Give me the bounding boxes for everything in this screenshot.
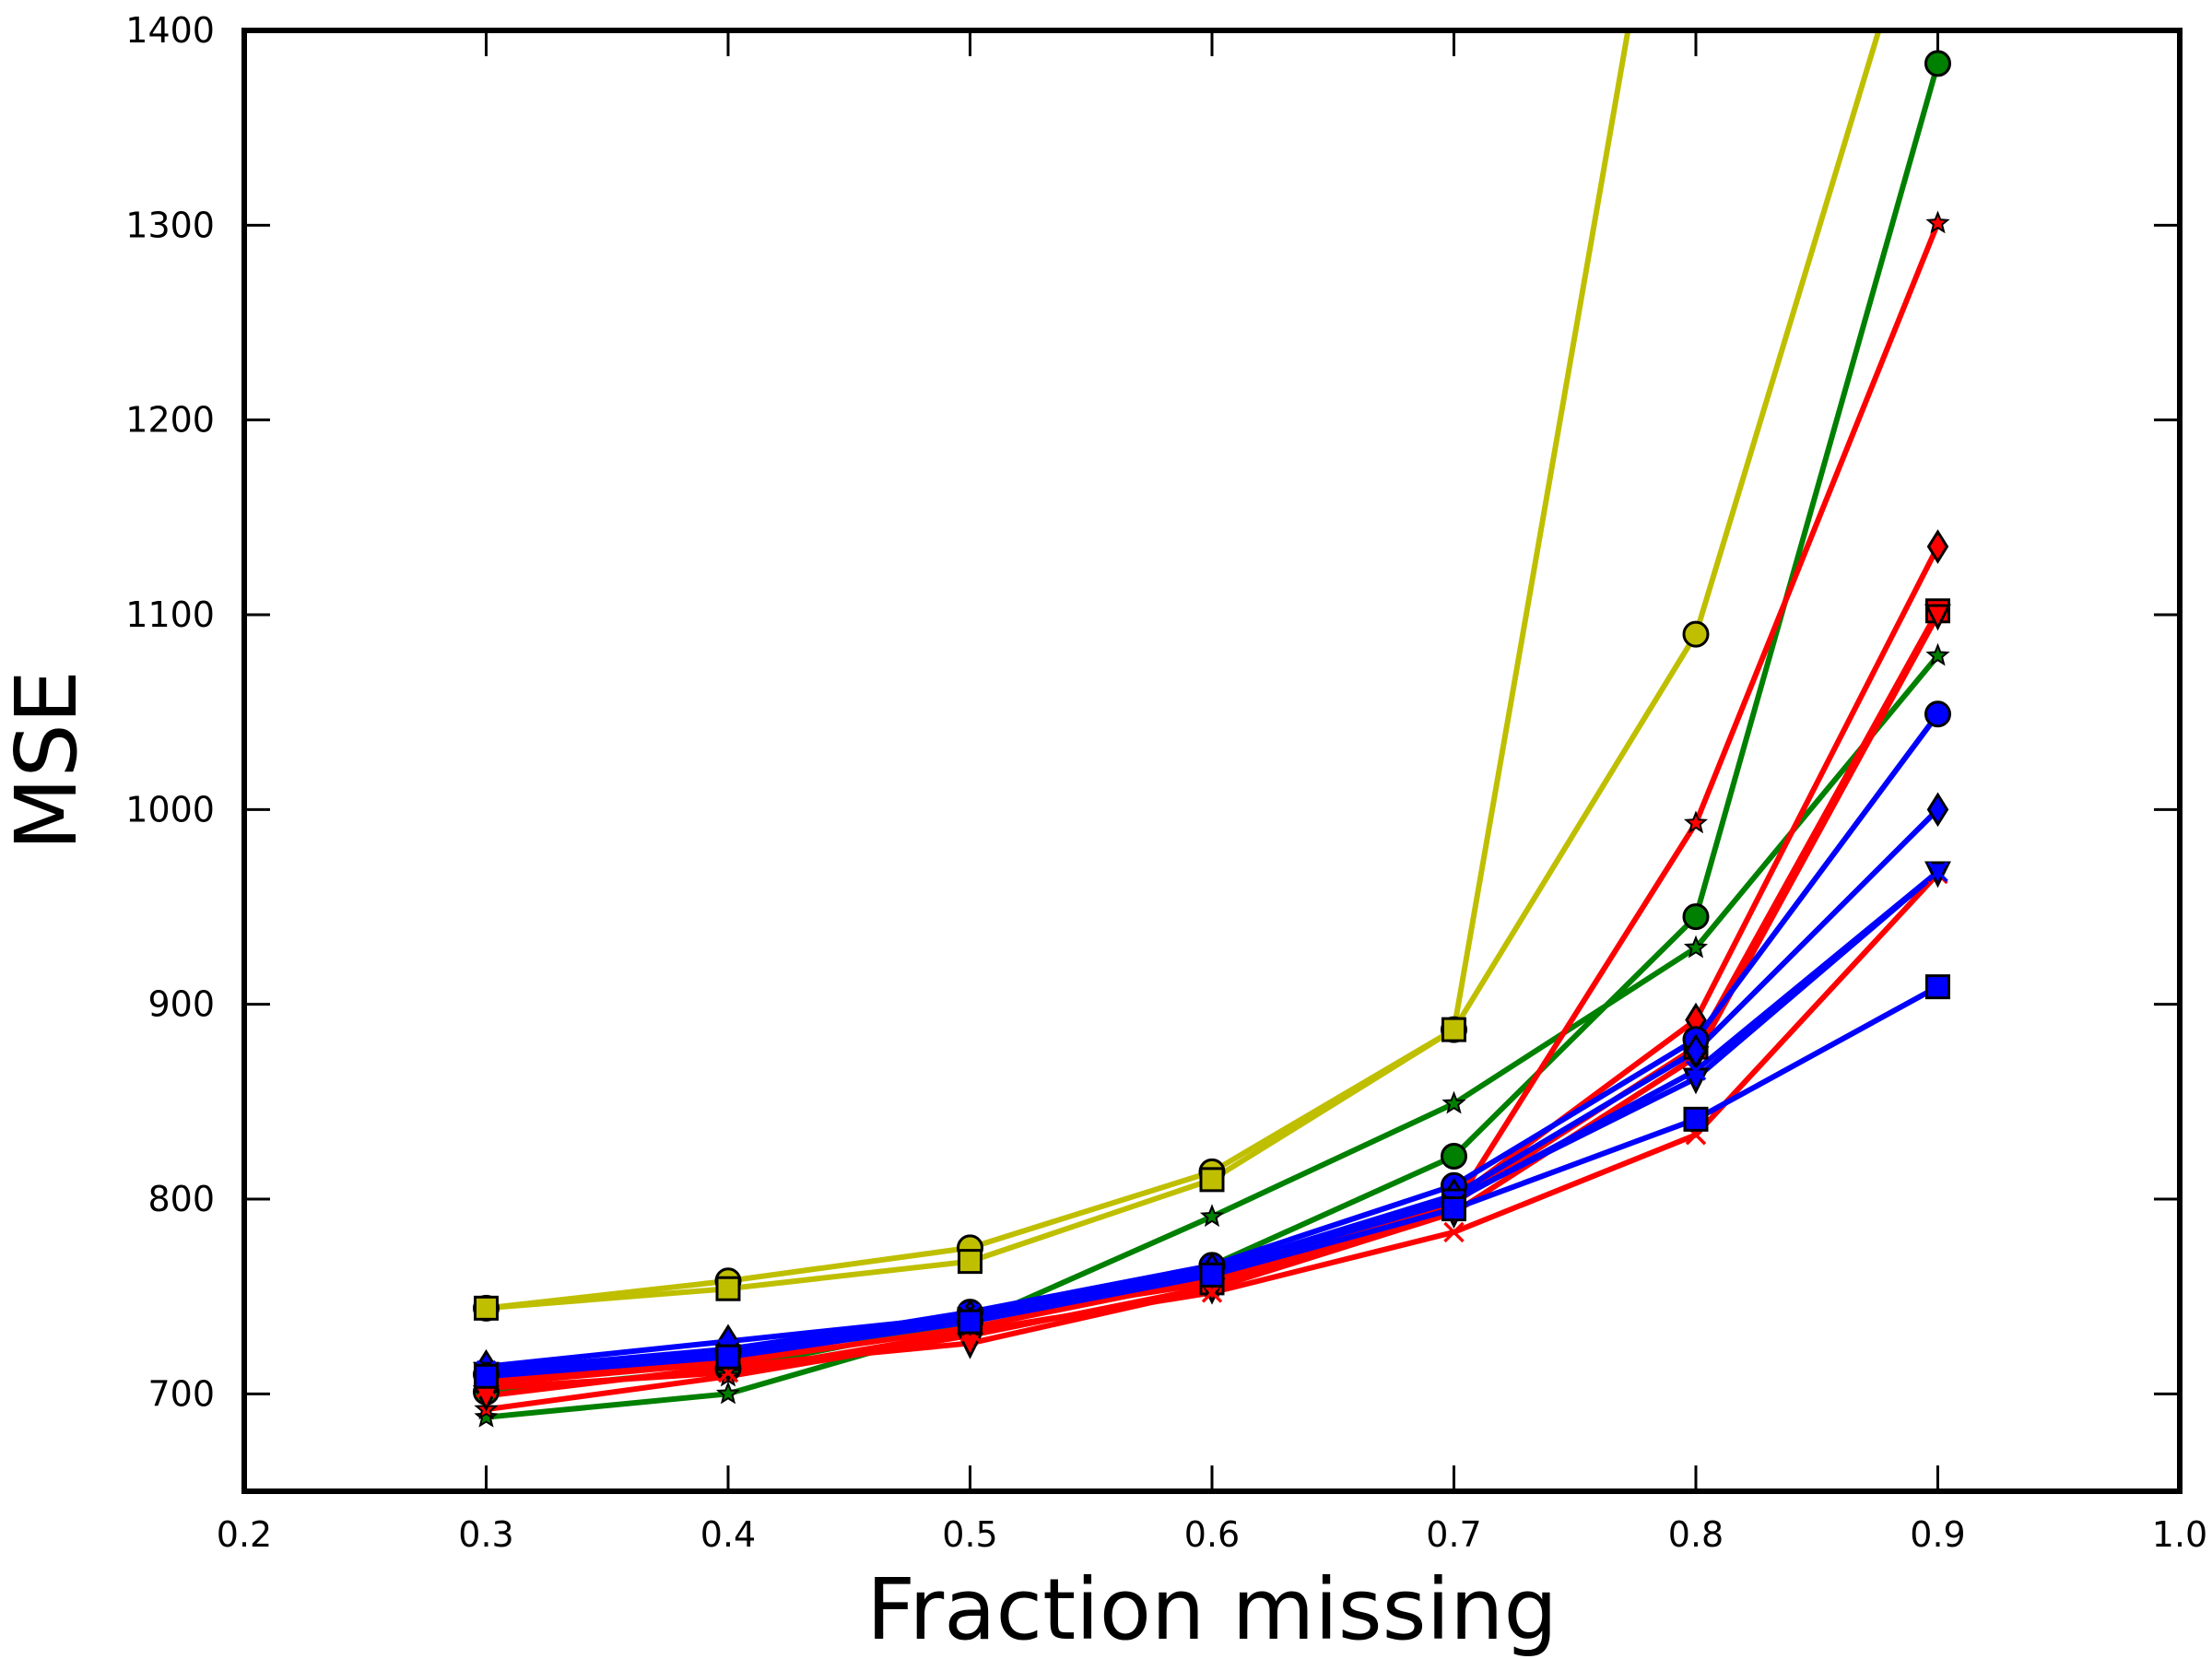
circle-marker [1924, 50, 1951, 77]
square-marker [474, 1363, 499, 1389]
y-tick-label: 1300 [125, 205, 215, 245]
x-tick-label: 0.8 [1668, 1514, 1724, 1555]
square-marker [715, 1276, 741, 1301]
star-marker [1199, 1204, 1225, 1228]
y-tick-label: 900 [147, 984, 215, 1025]
square-marker [1199, 1262, 1225, 1288]
series-points-2 [473, 50, 1951, 1406]
x-tick-label: 0.3 [458, 1514, 513, 1555]
x-tick-label: 0.7 [1426, 1514, 1481, 1555]
y-tick-label: 1100 [125, 594, 215, 635]
diamond-marker [1926, 529, 1949, 564]
star-marker [1925, 210, 1950, 234]
series-line-2 [486, 63, 1941, 1395]
series-points-0 [473, 620, 1710, 1322]
square-marker [1441, 1196, 1466, 1222]
triangle-down-marker [1924, 604, 1951, 631]
plot-frame [241, 28, 2183, 1494]
series-points-3 [474, 642, 1950, 1428]
x-tick-label: 1.0 [2152, 1514, 2207, 1555]
star-marker [1683, 935, 1709, 959]
y-tick-label: 1200 [125, 400, 215, 441]
star-marker [1925, 642, 1950, 666]
series-line-1 [486, 30, 1631, 1312]
diamond-marker [1685, 1033, 1707, 1069]
star-marker [1441, 1090, 1466, 1114]
series-points-1 [474, 1017, 1466, 1321]
square-marker [1199, 1167, 1225, 1193]
x-marker [1443, 1221, 1465, 1243]
y-tick-label: 1000 [125, 789, 215, 830]
circle-marker [1924, 700, 1951, 728]
y-axis-title: MSE [0, 670, 96, 851]
x-tick-label: 0.5 [942, 1514, 997, 1555]
diamond-marker [1926, 792, 1949, 828]
series-line-8 [486, 872, 1940, 1391]
star-marker [474, 1404, 499, 1428]
square-marker [715, 1344, 741, 1370]
tick-labels: 0.2 0.3 0.4 0.5 0.6 0.7 0.8 0.9 1.0 700 800 900 1000… [125, 10, 2207, 1555]
x-tick-label: 0.6 [1184, 1514, 1240, 1555]
circle-marker [1682, 620, 1710, 648]
square-marker [958, 1309, 982, 1335]
circle-marker [1441, 1143, 1467, 1171]
x-tick-label: 0.9 [1910, 1514, 1965, 1555]
series-points-11 [473, 861, 1951, 1389]
y-tick-label: 800 [147, 1179, 215, 1219]
square-marker [1925, 974, 1950, 1000]
x-marker [1927, 861, 1948, 883]
star-marker [1683, 810, 1709, 834]
markers-layer [473, 50, 1951, 1428]
series-points-13 [474, 974, 1950, 1389]
series-line-4 [486, 222, 1941, 1413]
square-marker [1683, 1106, 1709, 1132]
square-marker [1441, 1017, 1466, 1042]
x-tick-label: 0.4 [700, 1514, 756, 1555]
x-axis-title: Fraction missing [866, 1560, 1558, 1659]
square-marker [474, 1295, 499, 1321]
y-tick-label: 1400 [125, 10, 215, 51]
square-marker [958, 1249, 982, 1275]
x-tick-label: 0.2 [217, 1514, 272, 1555]
series-points-8 [476, 863, 1948, 1399]
y-tick-label: 700 [147, 1373, 215, 1414]
x-marker [1685, 1060, 1707, 1081]
star-marker [715, 1381, 741, 1405]
circle-marker [1682, 903, 1710, 931]
